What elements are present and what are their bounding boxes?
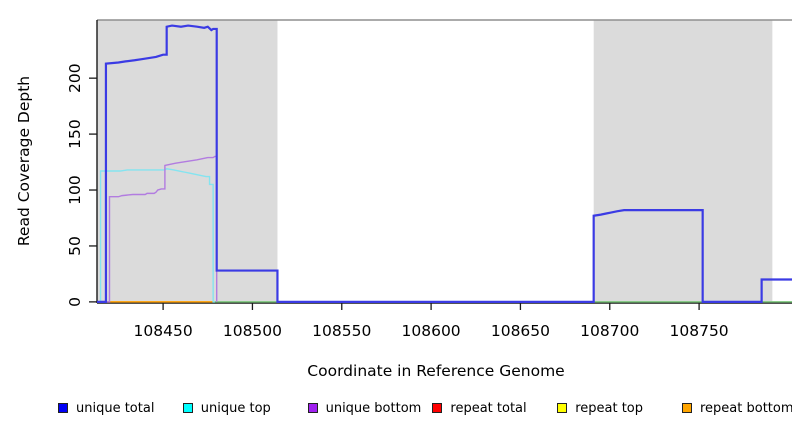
legend-label: unique total	[76, 400, 155, 416]
series-line-unique-top	[97, 168, 215, 303]
series-line-unique-bottom	[97, 155, 218, 303]
shaded-region	[593, 20, 773, 303]
legend-label: unique top	[200, 400, 271, 416]
legend-item-unique-top: unique top	[182, 398, 271, 418]
x-axis-title: Coordinate in Reference Genome	[307, 362, 565, 380]
y-tick-label: 150	[66, 119, 84, 149]
x-tick-label: 108550	[312, 322, 371, 340]
legend: unique total unique top unique bottom repea…	[0, 398, 792, 420]
y-axis-title: Read Coverage Depth	[15, 75, 33, 247]
x-tick-label: 108500	[223, 322, 282, 340]
legend-item-repeat-bottom: repeat bottom	[682, 398, 792, 418]
legend-swatch-icon	[307, 403, 318, 413]
legend-label: unique bottom	[325, 400, 422, 416]
legend-swatch-icon	[182, 403, 193, 413]
y-tick-label: 50	[66, 236, 84, 256]
legend-item-unique-bottom: unique bottom	[307, 398, 422, 418]
x-tick-label: 108450	[134, 322, 193, 340]
y-tick-label: 200	[66, 63, 84, 93]
legend-swatch-icon	[557, 403, 568, 413]
y-tick-label: 0	[66, 297, 84, 307]
legend-swatch-icon	[58, 403, 68, 413]
legend-label: repeat top	[575, 400, 643, 416]
x-tick-label: 108600	[402, 322, 461, 340]
legend-item-repeat-total: repeat total	[432, 398, 527, 418]
y-tick-label: 100	[66, 175, 84, 205]
legend-label: repeat total	[450, 400, 527, 416]
x-tick-label: 108750	[670, 322, 729, 340]
x-tick-label: 108700	[580, 322, 639, 340]
legend-label: repeat bottom	[700, 400, 792, 416]
series-line-unique-total	[97, 24, 792, 303]
legend-item-repeat-top: repeat top	[557, 398, 643, 418]
x-tick-label: 108650	[491, 322, 550, 340]
legend-swatch-icon	[682, 403, 692, 413]
legend-swatch-icon	[432, 403, 443, 413]
legend-item-unique-total: unique total	[58, 398, 154, 418]
